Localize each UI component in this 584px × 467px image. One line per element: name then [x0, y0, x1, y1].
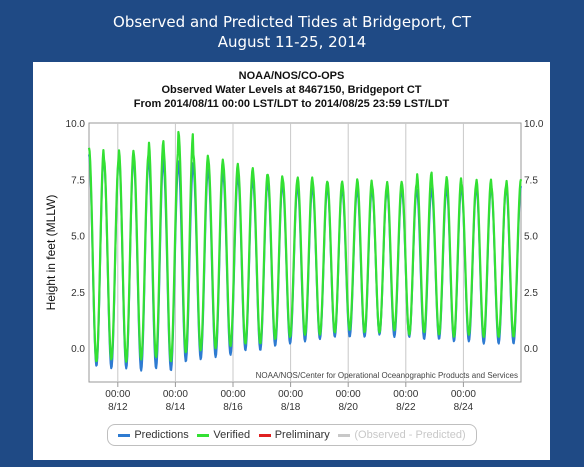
x-tick-date: 8/24	[454, 402, 474, 413]
legend-item-observed-minus-predicted[interactable]: (Observed - Predicted)	[338, 429, 466, 441]
plot-frame	[88, 122, 522, 383]
x-tick-date: 8/12	[108, 402, 128, 413]
x-tick-time: 00:00	[163, 389, 188, 400]
x-tick-time: 00:00	[451, 389, 476, 400]
y-tick-label-right: 0.0	[524, 344, 538, 355]
slide-title-line-2: August 11-25, 2014	[217, 33, 367, 51]
chart-credit: NOAA/NOS/Center for Operational Oceanogr…	[256, 371, 518, 380]
y-tick-label-left: 10.0	[66, 119, 86, 130]
legend-label-verified: Verified	[213, 429, 251, 441]
chart-panel: NOAA/NOS/CO-OPS Observed Water Levels at…	[33, 62, 550, 460]
x-tick-time: 00:00	[393, 389, 418, 400]
chart-legend: Predictions Verified Preliminary (Observ…	[107, 424, 477, 446]
x-tick-date: 8/14	[166, 402, 186, 413]
y-tick-label-right: 2.5	[524, 288, 538, 299]
x-tick-time: 00:00	[278, 389, 303, 400]
x-tick-time: 00:00	[336, 389, 361, 400]
predictions-swatch-icon	[118, 433, 131, 437]
legend-label-observed-minus-predicted: (Observed - Predicted)	[354, 429, 466, 441]
y-tick-label-right: 10.0	[524, 119, 544, 130]
chart-title-line-2: Observed Water Levels at 8467150, Bridge…	[161, 84, 422, 96]
y-tick-label-left: 2.5	[71, 288, 85, 299]
chart-title-line-1: NOAA/NOS/CO-OPS	[238, 70, 345, 82]
x-tick-date: 8/22	[396, 402, 416, 413]
y-tick-label-right: 5.0	[524, 232, 538, 243]
y-tick-label-left: 5.0	[71, 232, 85, 243]
tide-chart: 00:00 8/12 00:00 8/14 00:00 8/16 00:00 8/18 00:0…	[44, 119, 544, 413]
legend-label-preliminary: Preliminary	[274, 429, 330, 441]
slide-title: Observed and Predicted Tides at Bridgepo…	[0, 12, 584, 52]
y-axis-label: Height in feet (MLLW)	[44, 195, 58, 311]
legend-item-verified[interactable]: Verified	[197, 429, 250, 441]
y-tick-label-right: 7.5	[524, 175, 538, 186]
legend-label-predictions: Predictions	[134, 429, 189, 441]
verified-swatch-icon	[197, 433, 210, 437]
y-tick-label-left: 7.5	[71, 175, 85, 186]
x-tick-time: 00:00	[220, 389, 245, 400]
legend-item-preliminary[interactable]: Preliminary	[258, 429, 330, 441]
x-tick-time: 00:00	[105, 389, 130, 400]
slide-title-line-1: Observed and Predicted Tides at Bridgepo…	[113, 13, 471, 31]
difference-swatch-icon	[338, 433, 351, 437]
chart-title-line-3: From 2014/08/11 00:00 LST/LDT to 2014/08…	[133, 98, 450, 110]
legend-item-predictions[interactable]: Predictions	[118, 429, 189, 441]
series-line-verified	[87, 130, 523, 363]
x-tick-date: 8/20	[338, 402, 358, 413]
x-tick-date: 8/18	[281, 402, 301, 413]
y-tick-label-left: 0.0	[71, 344, 85, 355]
x-tick-date: 8/16	[223, 402, 243, 413]
preliminary-swatch-icon	[258, 433, 271, 437]
